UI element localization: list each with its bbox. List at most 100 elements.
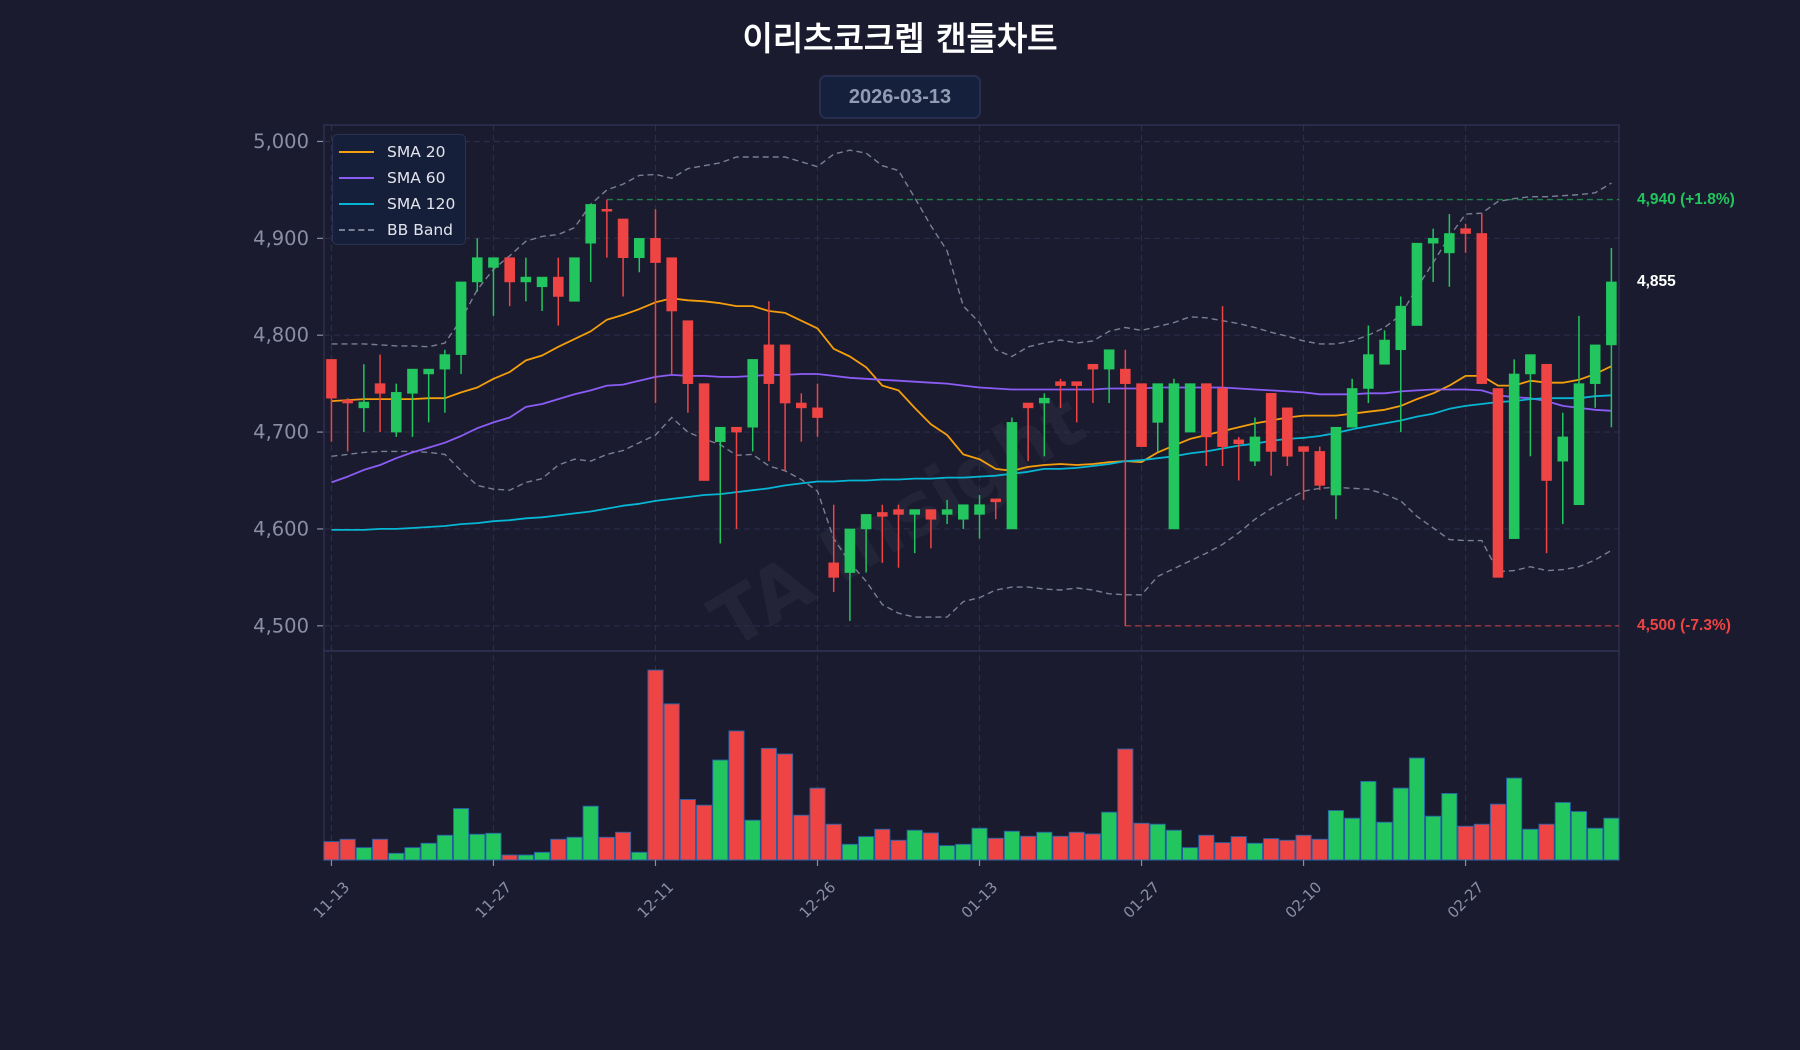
volume-bar xyxy=(1214,842,1231,861)
candle xyxy=(698,383,710,481)
candle-body xyxy=(796,402,807,409)
legend-item-sma20: SMA 20 xyxy=(339,139,465,165)
volume-bar xyxy=(1003,830,1020,861)
candle-body xyxy=(1460,228,1471,234)
volume-bar xyxy=(420,842,437,861)
volume-bar xyxy=(1441,793,1458,861)
volume-bar xyxy=(809,787,826,861)
candle xyxy=(1411,242,1423,326)
candle-body xyxy=(1525,354,1536,375)
volume-bar xyxy=(1587,827,1604,861)
candle-body xyxy=(1103,349,1115,370)
volume-bar xyxy=(1295,834,1312,861)
volume-bar xyxy=(922,832,939,861)
candle xyxy=(682,320,694,413)
candle xyxy=(796,393,807,442)
volume-bar xyxy=(1360,780,1377,861)
candle-body xyxy=(1444,233,1455,254)
candle xyxy=(390,383,402,437)
candle xyxy=(1233,436,1245,481)
volume-bar xyxy=(534,851,551,861)
volume-bar xyxy=(1263,838,1280,861)
volume-bar xyxy=(355,847,372,861)
candle xyxy=(342,398,353,452)
candle-body xyxy=(893,509,904,515)
candle-body xyxy=(1573,383,1585,506)
candle xyxy=(326,359,337,442)
volume-bar xyxy=(1489,803,1507,861)
candle-body xyxy=(1314,451,1326,486)
target-price-label: 4,940 (+1.8%) xyxy=(1637,190,1735,208)
legend-label: SMA 60 xyxy=(387,169,446,187)
sma120-line-swatch-icon xyxy=(339,203,374,205)
y-tick-label: 4,600 xyxy=(253,517,309,540)
candle-body xyxy=(747,359,758,428)
volume-bar xyxy=(1506,777,1523,861)
legend-label: BB Band xyxy=(387,221,453,239)
candle xyxy=(1363,325,1374,404)
candle xyxy=(1589,344,1601,408)
candle xyxy=(1184,383,1196,433)
candle xyxy=(941,499,953,525)
volume-bar xyxy=(793,814,810,861)
candle xyxy=(828,504,840,592)
candle-body xyxy=(844,528,856,573)
volume-bar xyxy=(1603,817,1620,861)
volume-bar xyxy=(1392,787,1409,861)
candle-body xyxy=(990,498,1002,503)
volume-bar xyxy=(485,832,502,861)
candle xyxy=(1103,349,1115,404)
volume-bar xyxy=(1182,847,1199,861)
candle xyxy=(1492,388,1504,578)
candle-body xyxy=(601,208,613,212)
volume-bar xyxy=(1084,833,1101,861)
volume-bar xyxy=(663,703,680,861)
candle xyxy=(1249,417,1261,466)
volume-bar xyxy=(582,805,599,861)
price-candles xyxy=(326,199,1617,626)
candle-body xyxy=(828,562,840,578)
candle xyxy=(877,504,888,563)
volume-bar xyxy=(453,808,470,861)
candle-body xyxy=(812,407,823,418)
candle xyxy=(1136,383,1147,447)
candle-body xyxy=(925,509,937,520)
volume-bar xyxy=(501,854,518,861)
bollinger-bands xyxy=(331,149,1612,618)
chart-legend: SMA 20 SMA 60 SMA 120 BB Band xyxy=(332,134,466,245)
volume-bar xyxy=(1133,822,1150,861)
candle xyxy=(763,301,775,462)
candle-body xyxy=(1298,446,1309,452)
candle xyxy=(893,504,904,568)
volume-bar xyxy=(939,845,956,861)
legend-item-sma120: SMA 120 xyxy=(339,191,465,217)
stop-price-label: 4,500 (-7.3%) xyxy=(1637,616,1731,634)
x-tick-label: 11-27 xyxy=(472,878,516,922)
candle xyxy=(860,514,872,573)
candle-body xyxy=(1492,388,1504,578)
candle xyxy=(812,383,823,437)
volume-bar xyxy=(1376,821,1393,861)
candle-body xyxy=(1541,363,1552,481)
volume-bar xyxy=(971,827,988,861)
x-tick-label: 01-27 xyxy=(1120,878,1164,922)
volume-bar xyxy=(744,819,761,861)
price-panel-frame xyxy=(323,124,1620,652)
candle-body xyxy=(520,276,532,283)
candle-body xyxy=(1330,426,1342,496)
candle xyxy=(714,426,726,544)
candle-body xyxy=(698,383,710,481)
volume-bar xyxy=(728,730,745,861)
volume-bar xyxy=(1036,831,1053,861)
candle-body xyxy=(1217,388,1228,447)
candle xyxy=(974,495,985,539)
candle xyxy=(747,359,758,452)
candle xyxy=(617,218,629,297)
candle-body xyxy=(731,426,742,433)
candle-body xyxy=(650,238,661,263)
volume-bar xyxy=(1457,825,1474,861)
moving-average-lines xyxy=(331,297,1612,531)
candle xyxy=(1201,383,1212,466)
candle-body xyxy=(1039,397,1050,404)
volume-bar xyxy=(696,804,713,861)
